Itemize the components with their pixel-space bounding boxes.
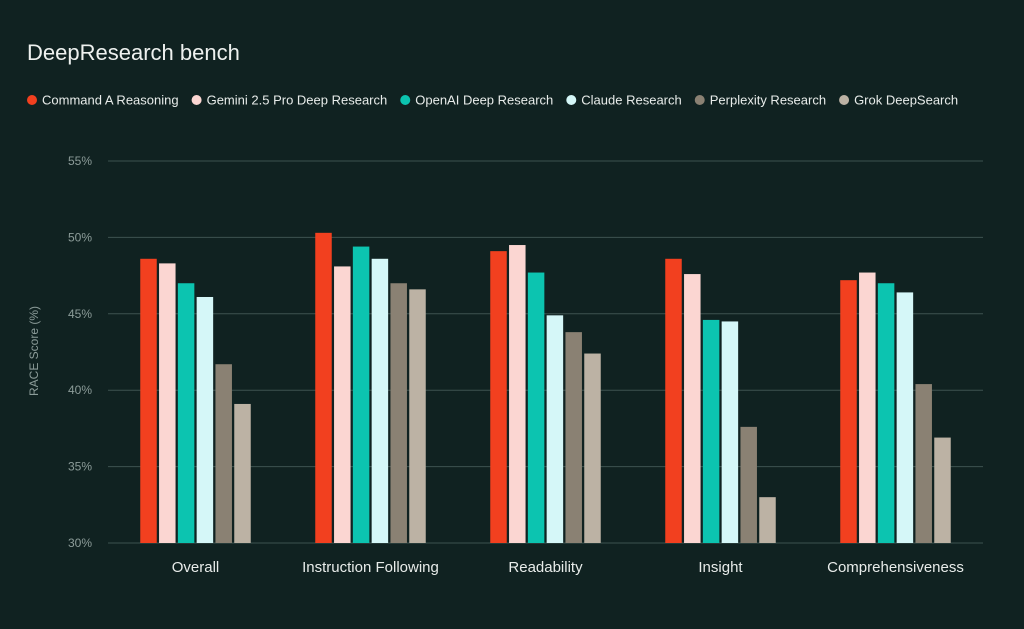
bar [196,296,214,543]
bar [684,274,701,543]
legend-swatch [566,95,577,105]
y-axis: 30% 35% 40% 45% 50% 55% [68,154,92,550]
gridlines [108,160,983,544]
bar [159,263,176,543]
x-axis: Overall Instruction Following Readability I… [172,559,964,576]
legend: Command A Reasoning Gemini 2.5 Pro Deep R… [27,93,958,108]
legend-label: Grok DeepSearch [854,93,958,108]
legend-swatch [694,95,705,105]
bar [840,280,857,543]
legend-swatch [27,95,37,105]
legend-swatch [839,95,850,105]
bar [584,353,601,543]
bar [702,319,720,543]
x-tick-label: Readability [508,559,583,576]
bar [315,232,332,543]
bar [740,426,757,543]
y-axis-label: RACE Score (%) [27,306,41,396]
bar [877,283,895,543]
legend-label: Perplexity Research [710,93,826,108]
bar [334,266,351,543]
y-tick-label: 55% [68,154,92,168]
legend-item: Gemini 2.5 Pro Deep Research [191,93,388,108]
bar [509,245,526,544]
bar [371,258,389,543]
y-tick-label: 40% [68,383,92,397]
x-tick-label: Instruction Following [302,559,439,576]
legend-label: OpenAI Deep Research [415,93,553,108]
legend-item: Perplexity Research [694,93,826,108]
bar [390,283,407,543]
y-tick-label: 50% [68,230,92,244]
bar [896,292,914,543]
bar [215,364,232,543]
bar [409,289,426,543]
bar [915,384,932,543]
chart-title: DeepResearch bench [27,40,240,65]
legend-item: Grok DeepSearch [839,93,958,108]
bar [546,315,564,543]
bar [859,272,876,543]
bar [527,272,545,543]
x-tick-label: Overall [172,559,220,576]
legend-item: Command A Reasoning [27,93,179,108]
bar [352,246,370,543]
bar [565,332,582,543]
bar [665,258,682,543]
legend-label: Command A Reasoning [42,93,179,108]
legend-swatch [191,95,202,105]
bar [934,437,951,543]
y-tick-label: 45% [68,307,92,321]
x-tick-label: Comprehensiveness [827,559,964,576]
legend-swatch [400,95,411,105]
x-tick-label: Insight [698,559,743,576]
bars [140,232,951,544]
y-tick-label: 30% [68,536,92,550]
legend-item: OpenAI Deep Research [400,93,553,108]
bar [759,497,776,543]
bar [490,251,507,543]
bar [177,283,195,543]
bar [234,403,251,543]
legend-label: Gemini 2.5 Pro Deep Research [207,93,388,108]
legend-item: Claude Research [566,93,682,108]
bar [721,321,739,543]
legend-label: Claude Research [581,93,681,108]
bar [140,258,157,543]
y-tick-label: 35% [68,460,92,474]
